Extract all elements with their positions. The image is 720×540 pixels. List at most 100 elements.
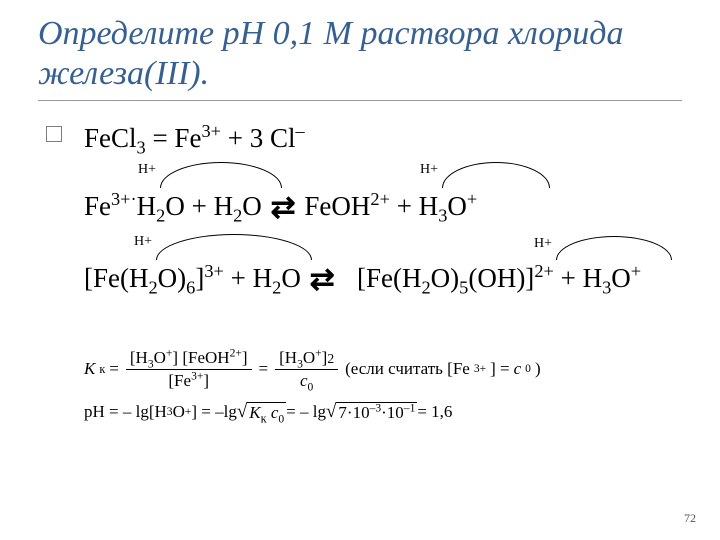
t: 2+ bbox=[370, 189, 390, 209]
t: 2+ bbox=[534, 261, 554, 281]
equilibrium-arrow-icon: ⇄ bbox=[308, 258, 337, 302]
denominator: c0 bbox=[296, 370, 317, 392]
t: –3 bbox=[370, 401, 382, 414]
t: – bbox=[295, 121, 304, 141]
annot-hplus: H+ bbox=[420, 160, 438, 180]
t: 3 bbox=[137, 138, 146, 158]
t: = bbox=[109, 359, 119, 379]
annot-hplus: H+ bbox=[534, 234, 552, 254]
t: 3+ bbox=[204, 261, 224, 281]
annot-hplus: H+ bbox=[134, 232, 152, 252]
eq-K: Kк = [H3O+] [FeOH2+] [Fe3+] = [H3O+]2 c0 bbox=[84, 347, 682, 391]
sqrt-icon: √ bbox=[326, 401, 336, 423]
t: c bbox=[514, 359, 522, 379]
t: H bbox=[137, 191, 157, 221]
t: 2+ bbox=[230, 347, 242, 360]
t: ] bbox=[203, 371, 209, 390]
t: 10 bbox=[353, 403, 370, 422]
t: c bbox=[267, 403, 279, 422]
title-underline bbox=[38, 100, 682, 101]
sqrt-arg: Kк c0 bbox=[247, 402, 286, 423]
t: O bbox=[242, 191, 262, 221]
t: + H bbox=[224, 263, 272, 293]
t: [Fe(H bbox=[84, 263, 148, 293]
eq-dissociation: FeCl3 = Fe3+ + 3 Cl– bbox=[84, 119, 641, 158]
t: FeOH bbox=[304, 191, 370, 221]
t: ] = bbox=[490, 359, 510, 379]
t: 2 bbox=[156, 206, 165, 226]
numerator: [H3O+]2 bbox=[275, 347, 338, 369]
t: ] = –lg bbox=[191, 402, 236, 422]
t: 0 bbox=[308, 380, 314, 393]
t: O bbox=[303, 348, 315, 367]
sqrt-1: √ Kк c0 bbox=[237, 401, 286, 423]
t: [H bbox=[279, 348, 297, 367]
t: (если считать [Fe bbox=[345, 359, 470, 379]
bullet-row: FeCl3 = Fe3+ + 3 Cl– H+ H+ Fe3+·H2O + H2… bbox=[46, 119, 682, 319]
eq-hydrolysis-1: H+ H+ Fe3+·H2O + H2O ⇄ FeOH2+ + H3O+ bbox=[84, 184, 641, 228]
t: pH = – lg[H bbox=[84, 402, 167, 422]
page-number: 72 bbox=[684, 511, 696, 526]
equilibrium-arrow-icon: ⇄ bbox=[269, 186, 298, 230]
t: FeCl bbox=[84, 123, 137, 153]
t: 5 bbox=[459, 277, 468, 297]
t: 6 bbox=[186, 277, 195, 297]
arc bbox=[156, 234, 312, 260]
denominator: [Fe3+] bbox=[164, 370, 213, 392]
t: (OH)] bbox=[468, 263, 534, 293]
sqrt-icon: √ bbox=[237, 401, 247, 423]
t: 2 bbox=[233, 206, 242, 226]
t: ] bbox=[195, 263, 204, 293]
t: 2 bbox=[148, 277, 157, 297]
sqrt-arg: 7·10–3·10–1 bbox=[336, 402, 417, 423]
t: = bbox=[259, 359, 269, 379]
slide-title: Определите pH 0,1 М раствора хлорида жел… bbox=[38, 14, 682, 94]
sqrt-2: √ 7·10–3·10–1 bbox=[326, 401, 417, 423]
t: 2 bbox=[327, 351, 334, 366]
t: K bbox=[249, 403, 260, 422]
t: 3+ bbox=[201, 121, 221, 141]
t: O bbox=[173, 402, 185, 422]
t: + bbox=[631, 261, 641, 281]
arc bbox=[556, 236, 672, 260]
t: K bbox=[84, 359, 95, 379]
t: 3 bbox=[438, 206, 447, 226]
t: 0 bbox=[278, 412, 284, 425]
arc bbox=[160, 162, 282, 188]
content-area: FeCl3 = Fe3+ + 3 Cl– H+ H+ Fe3+·H2O + H2… bbox=[38, 119, 682, 423]
bullet-icon bbox=[46, 126, 62, 142]
fraction-1: [H3O+] [FeOH2+] [Fe3+] bbox=[126, 347, 252, 391]
eq-pH: pH = – lg[H3O+] = –lg √ Kк c0 = – lg √ 7… bbox=[84, 401, 682, 423]
t: [H bbox=[130, 348, 148, 367]
eq-hydrolysis-2: H+ H+ [Fe(H2O)6]3+ + H2O ⇄ [Fe(H2O)5(OH)… bbox=[84, 256, 641, 300]
t: + bbox=[467, 189, 477, 209]
t: + 3 Cl bbox=[221, 123, 296, 153]
t: 2 bbox=[272, 277, 281, 297]
annot-hplus: H+ bbox=[138, 160, 156, 180]
t: + H bbox=[390, 191, 438, 221]
t: O) bbox=[158, 263, 187, 293]
t: [Fe(H bbox=[357, 263, 421, 293]
t: Fe bbox=[84, 191, 111, 221]
t: c bbox=[300, 371, 308, 390]
t: 2 bbox=[421, 277, 430, 297]
t: ) bbox=[535, 359, 541, 379]
t: O bbox=[611, 263, 631, 293]
t: 3+· bbox=[111, 189, 137, 209]
numerator: [H3O+] [FeOH2+] bbox=[126, 347, 252, 369]
t: 3+ bbox=[191, 369, 203, 382]
t: 10 bbox=[387, 403, 404, 422]
t: ] bbox=[242, 348, 248, 367]
t: O bbox=[281, 263, 301, 293]
t: [Fe bbox=[168, 371, 191, 390]
t: = Fe bbox=[146, 123, 202, 153]
t: = – lg bbox=[286, 402, 326, 422]
t: 3 bbox=[602, 277, 611, 297]
t: O) bbox=[431, 263, 460, 293]
t: 7 bbox=[338, 403, 347, 422]
t: = 1,6 bbox=[417, 402, 452, 422]
t: –1 bbox=[404, 401, 416, 414]
t: O bbox=[154, 348, 166, 367]
t: ] [FeOH bbox=[172, 348, 229, 367]
t: O bbox=[447, 191, 467, 221]
